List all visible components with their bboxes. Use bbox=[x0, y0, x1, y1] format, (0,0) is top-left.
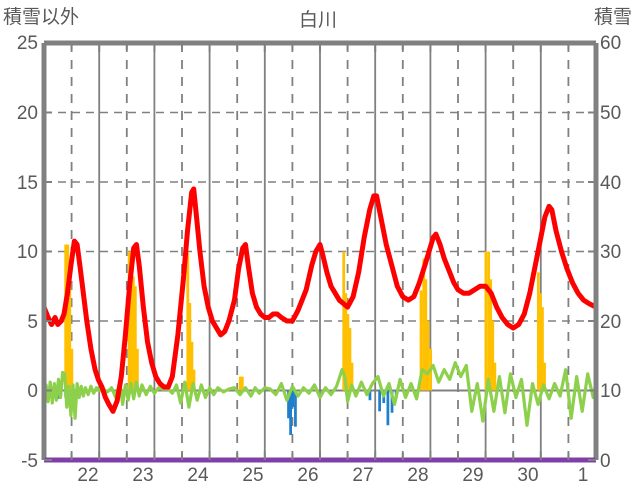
chart-title: 白川 bbox=[298, 10, 337, 31]
x-tick-24: 24 bbox=[187, 465, 209, 486]
y-tick-10: 10 bbox=[16, 242, 38, 263]
y2-tick-40: 40 bbox=[600, 173, 622, 194]
x-tick-28: 28 bbox=[407, 465, 429, 486]
y-tick-0: 0 bbox=[27, 381, 38, 402]
right-axis-title: 積雪 bbox=[593, 7, 632, 28]
y2-tick-50: 50 bbox=[600, 103, 622, 124]
snow-depth-line bbox=[41, 186, 599, 414]
y2-tick-10: 10 bbox=[600, 381, 622, 402]
x-tick-29: 29 bbox=[462, 465, 484, 486]
left-axis-title: 積雪以外 bbox=[3, 7, 80, 28]
precipitation-bars bbox=[58, 244, 546, 435]
x-tick-22: 22 bbox=[77, 465, 99, 486]
x-tick-30: 30 bbox=[517, 465, 539, 486]
x-tick-25: 25 bbox=[242, 465, 264, 486]
plot-frame bbox=[41, 40, 599, 463]
x-tick-27: 27 bbox=[352, 465, 374, 486]
y-tick-15: 15 bbox=[16, 173, 38, 194]
y2-tick-0: 0 bbox=[600, 451, 611, 472]
x-tick-23: 23 bbox=[132, 465, 154, 486]
y2-tick-20: 20 bbox=[600, 312, 622, 333]
temperature-line bbox=[42, 361, 598, 427]
x-tick-1: 1 bbox=[577, 465, 589, 486]
y2-tick-60: 60 bbox=[600, 33, 622, 54]
y2-tick-30: 30 bbox=[600, 242, 622, 263]
y-tick-25: 25 bbox=[16, 33, 38, 54]
x-tick-26: 26 bbox=[297, 465, 319, 486]
y-tick-20: 20 bbox=[16, 103, 38, 124]
y-tick-neg5: -5 bbox=[21, 451, 38, 472]
y-tick-5: 5 bbox=[27, 312, 38, 333]
